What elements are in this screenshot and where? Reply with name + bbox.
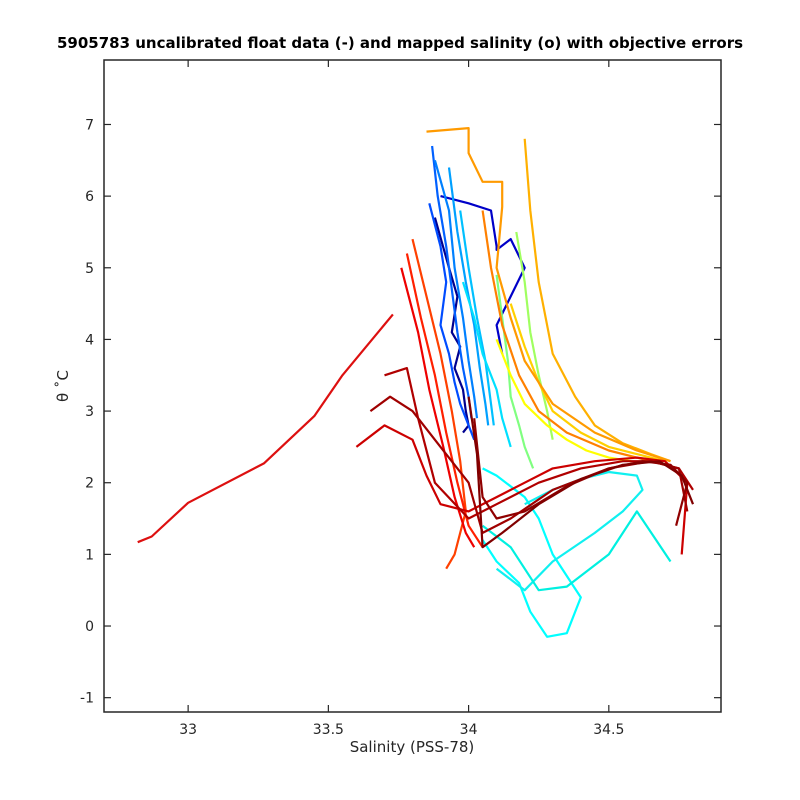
profile-line-1 [440, 195, 526, 355]
plot-area [103, 59, 722, 713]
chart-title: 5905783 uncalibrated float data (-) and … [57, 34, 743, 52]
profile-line-11 [495, 274, 535, 469]
profile-line-15 [523, 138, 671, 463]
y-tick-label-4: 3 [85, 404, 94, 420]
profile-line-12 [515, 231, 554, 440]
y-axis-label: θ ˚C [54, 370, 72, 402]
x-tick-label-1: 33.5 [313, 722, 344, 738]
profile-line-10 [481, 510, 672, 592]
profile-line-13 [495, 338, 632, 463]
profile-line-22 [355, 424, 689, 555]
profile-line-6 [459, 210, 495, 426]
x-axis-label: Salinity (PSS-78) [350, 738, 475, 756]
x-tick-label-2: 34 [460, 722, 478, 738]
x-tick-label-3: 34.5 [593, 722, 624, 738]
y-tick-label-3: 2 [85, 476, 94, 492]
profile-line-5 [447, 167, 490, 426]
profile-line-20 [400, 267, 476, 548]
profile-line-4 [433, 160, 479, 419]
profile-line-14 [509, 303, 666, 463]
profile-line-17 [481, 210, 680, 470]
profile-line-9 [495, 470, 644, 592]
y-tick-label-1: 0 [85, 619, 94, 635]
y-tick-label-5: 4 [85, 332, 94, 348]
profile-line-3 [431, 145, 473, 419]
y-tick-label-6: 5 [85, 261, 94, 277]
profile-line-21 [137, 313, 394, 544]
y-tick-label-0: -1 [80, 691, 94, 707]
series-layer [137, 127, 695, 638]
profile-line-19 [405, 253, 484, 548]
y-tick-label-7: 6 [85, 189, 94, 205]
profile-line-0 [433, 217, 470, 434]
profile-line-26 [467, 396, 695, 549]
profile-line-16 [426, 127, 671, 463]
x-tick-label-0: 33 [179, 722, 197, 738]
y-tick-label-8: 7 [85, 117, 94, 133]
profile-line-8 [481, 467, 582, 638]
profile-line-7 [461, 281, 512, 448]
profile-line-18 [411, 238, 467, 570]
y-tick-label-2: 1 [85, 547, 94, 563]
profile-line-2 [428, 203, 476, 441]
